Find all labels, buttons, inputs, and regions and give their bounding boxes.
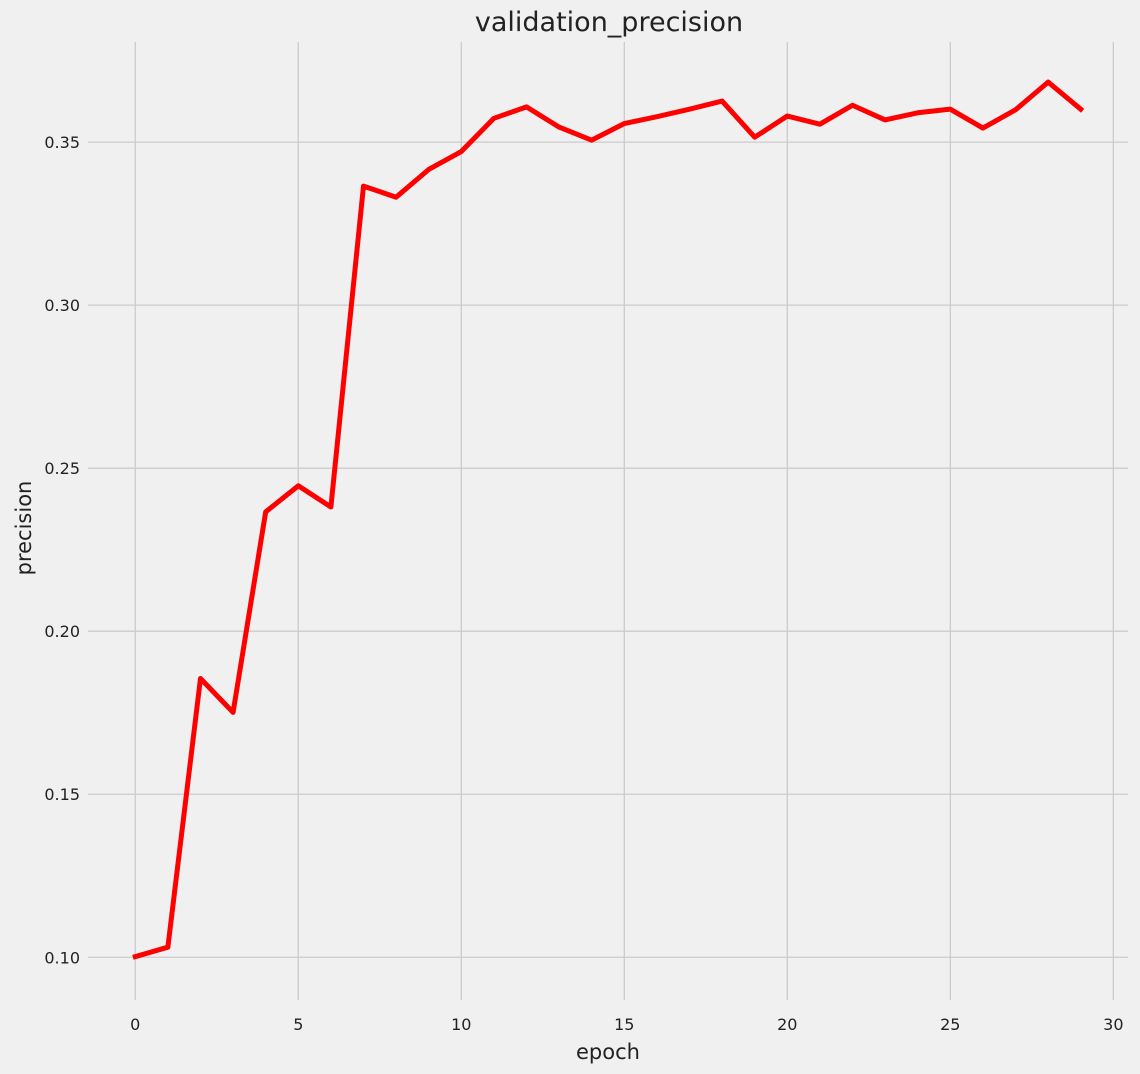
series-layer <box>132 79 1085 960</box>
y-tick-label: 0.25 <box>44 459 80 478</box>
x-axis-ticks: 0 5 10 15 20 25 30 <box>130 1015 1123 1034</box>
chart-title: validation_precision <box>475 7 743 38</box>
series-line <box>132 79 1085 960</box>
y-tick-label: 0.35 <box>44 133 80 152</box>
y-axis-ticks: 0.10 0.15 0.20 0.25 0.30 0.35 <box>44 133 80 967</box>
x-tick-label: 5 <box>293 1015 303 1034</box>
x-tick-label: 10 <box>451 1015 471 1034</box>
x-tick-label: 20 <box>777 1015 797 1034</box>
y-axis-label: precision <box>12 481 36 576</box>
y-tick-label: 0.15 <box>44 785 80 804</box>
grid <box>88 42 1128 1000</box>
y-tick-label: 0.10 <box>44 948 80 967</box>
y-tick-label: 0.20 <box>44 622 80 641</box>
x-tick-label: 0 <box>130 1015 140 1034</box>
x-tick-label: 30 <box>1103 1015 1123 1034</box>
x-tick-label: 25 <box>940 1015 960 1034</box>
x-tick-label: 15 <box>614 1015 634 1034</box>
y-tick-label: 0.30 <box>44 296 80 315</box>
x-axis-label: epoch <box>576 1040 640 1064</box>
